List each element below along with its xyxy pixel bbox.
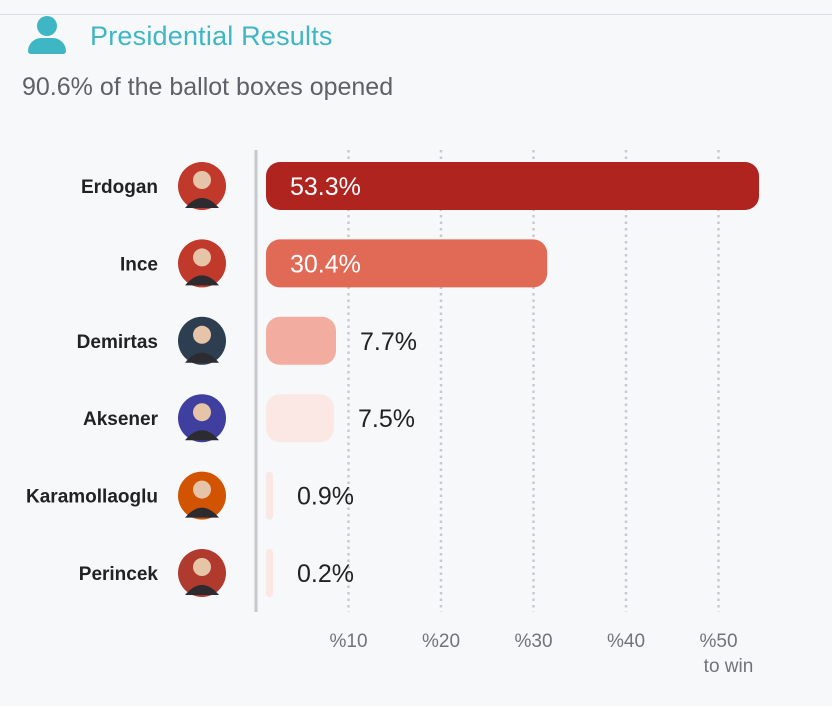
result-bar <box>266 239 548 288</box>
avatar-face <box>193 171 211 189</box>
candidate-name: Aksener <box>83 409 159 430</box>
avatar-shoulders <box>185 275 219 286</box>
avatar-shoulders <box>185 430 219 441</box>
avatar-face <box>193 558 211 576</box>
candidate-name: Demirtas <box>77 332 158 353</box>
x-tick-label: %50 <box>699 631 737 652</box>
x-tick-label: %20 <box>422 631 460 652</box>
chart-header: Presidential Results <box>26 16 333 56</box>
avatar-shoulders <box>185 585 219 595</box>
user-icon <box>26 16 68 56</box>
candidate-name: Karamollaoglu <box>26 487 158 508</box>
value-label: 7.5% <box>358 405 415 433</box>
avatar-shoulders <box>185 198 219 208</box>
result-bar <box>266 549 273 597</box>
avatar-face <box>193 403 211 422</box>
value-label: 0.9% <box>297 483 354 511</box>
result-bar <box>266 471 273 520</box>
result-bar <box>266 162 760 210</box>
avatar-face <box>193 480 211 499</box>
x-tick-label: %10 <box>329 631 367 652</box>
avatar-shoulders <box>185 507 219 518</box>
avatar-face <box>193 325 211 344</box>
result-bar <box>266 316 336 365</box>
value-label: 30.4% <box>290 250 361 278</box>
chart-subtitle: 90.6% of the ballot boxes opened <box>22 73 394 101</box>
x-tick-label: %30 <box>514 631 552 652</box>
value-label: 0.2% <box>297 560 354 588</box>
page-title: Presidential Results <box>90 20 333 51</box>
result-bar <box>266 394 334 443</box>
candidate-name: Ince <box>120 254 158 275</box>
candidate-name: Erdogan <box>81 177 158 198</box>
candidate-name: Perincek <box>79 564 159 585</box>
value-label: 53.3% <box>290 173 361 201</box>
value-label: 7.7% <box>360 328 417 356</box>
avatar-shoulders <box>185 352 219 363</box>
threshold-label: to win <box>704 656 754 677</box>
x-tick-label: %40 <box>607 631 645 652</box>
top-divider <box>0 14 832 15</box>
avatar-face <box>193 248 211 267</box>
